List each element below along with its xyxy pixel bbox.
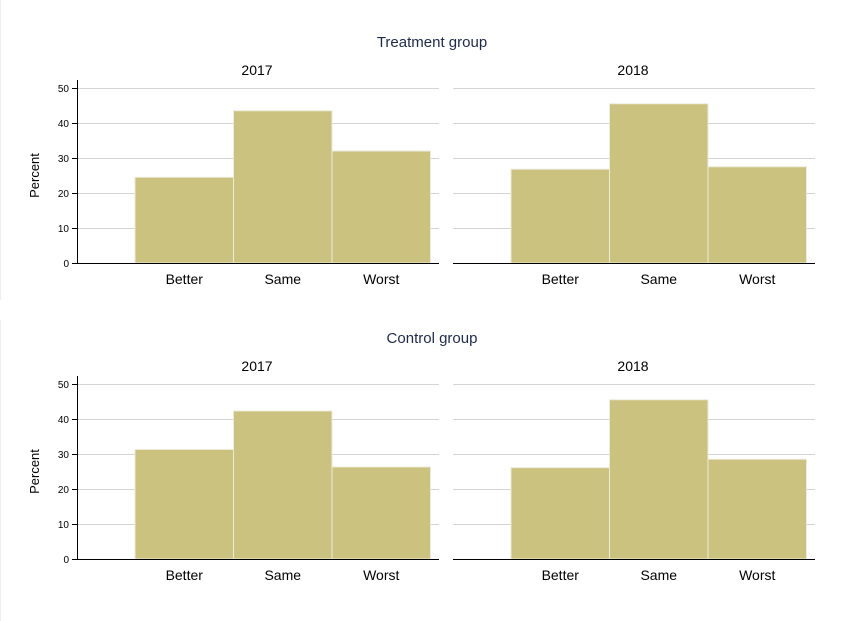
y-tick-label: 20 <box>58 485 70 496</box>
panel-2017: 2017 0 10 20 30 40 50 Better Same Worst <box>58 358 439 583</box>
panel-2018: 2018 Better Same Worst <box>453 358 815 583</box>
y-tick-label: 30 <box>58 450 70 461</box>
y-axis-label: Percent <box>27 153 42 198</box>
bar-same <box>609 103 709 264</box>
y-tick-label: 40 <box>58 415 70 426</box>
bar-better <box>134 176 234 264</box>
y-tick-label: 50 <box>58 380 70 391</box>
bar-same <box>233 110 333 264</box>
y-tick-label: 40 <box>58 119 70 130</box>
y-tick-label: 50 <box>58 84 70 95</box>
bar-worst <box>331 150 431 264</box>
x-tick-label: Same <box>640 271 677 287</box>
treatment-group-chart: Treatment group Percent 2017 0 10 20 30 40 50 Be… <box>27 34 815 287</box>
x-tick-label: Worst <box>739 567 775 583</box>
x-tick-label: Same <box>264 567 301 583</box>
y-tick-label: 10 <box>58 520 70 531</box>
bar-better <box>510 467 610 560</box>
x-tick-label: Better <box>166 567 204 583</box>
group-title: Control group <box>387 330 478 347</box>
x-tick-label: Same <box>640 567 677 583</box>
bar-worst <box>707 166 807 264</box>
group-title: Treatment group <box>377 34 487 51</box>
x-tick-label: Better <box>542 567 580 583</box>
y-tick-label: 0 <box>63 259 69 270</box>
y-tick-label: 20 <box>58 189 70 200</box>
x-tick-label: Same <box>264 271 301 287</box>
panel-title: 2017 <box>241 358 272 374</box>
panel-title: 2017 <box>241 62 272 78</box>
bar-worst <box>331 466 431 560</box>
y-tick-label: 0 <box>63 555 69 566</box>
x-tick-label: Worst <box>363 271 399 287</box>
panel-title: 2018 <box>617 62 648 78</box>
x-tick-label: Worst <box>739 271 775 287</box>
y-axis-label: Percent <box>27 449 42 494</box>
y-tick-label: 10 <box>58 224 70 235</box>
bar-better <box>510 168 610 264</box>
x-tick-label: Better <box>542 271 580 287</box>
panel-title: 2018 <box>617 358 648 374</box>
panel-2017: 2017 0 10 20 30 40 50 Better Same Worst <box>58 62 439 287</box>
bar-worst <box>707 458 807 560</box>
bar-same <box>609 399 709 560</box>
bar-same <box>233 410 333 560</box>
control-group-chart: Control group Percent 2017 0 10 20 30 40 50 Bett… <box>27 330 815 583</box>
panel-2018: 2018 Better Same Worst <box>453 62 815 287</box>
bar-better <box>134 448 234 560</box>
y-tick-label: 30 <box>58 154 70 165</box>
x-tick-label: Worst <box>363 567 399 583</box>
x-tick-label: Better <box>166 271 204 287</box>
